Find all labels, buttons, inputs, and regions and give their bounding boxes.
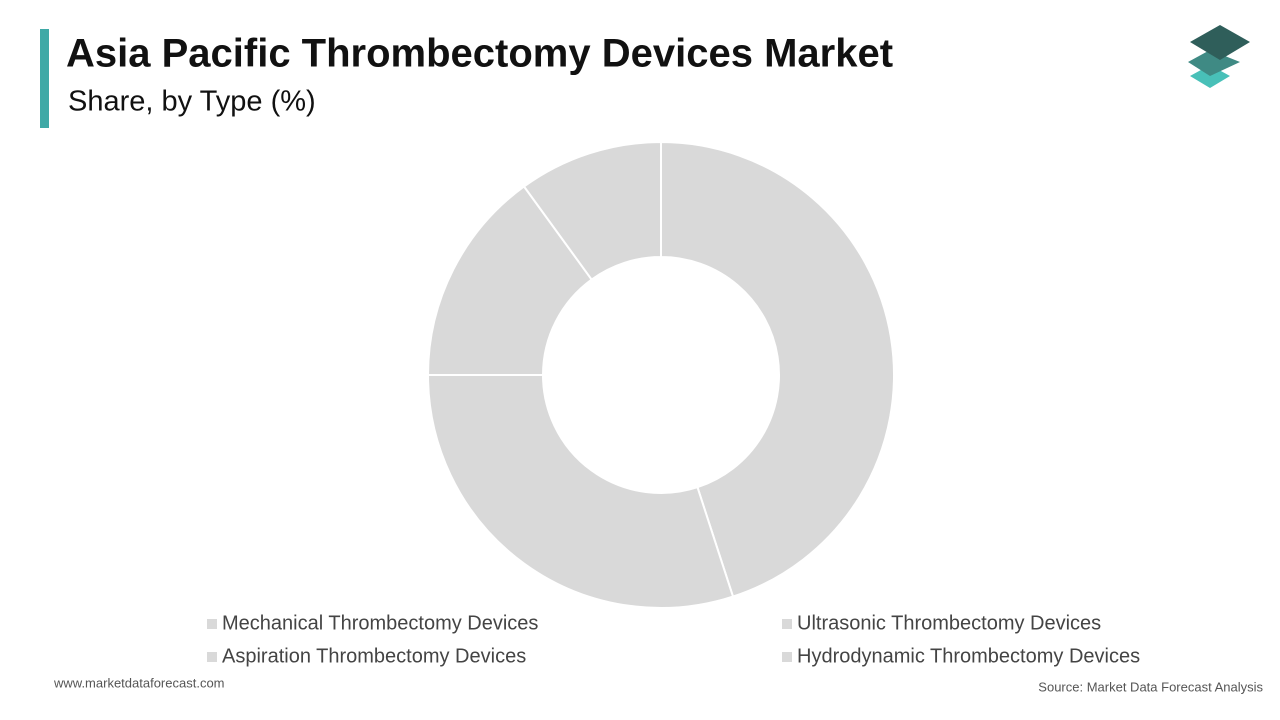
legend-swatch [782,652,792,662]
legend-label: Aspiration Thrombectomy Devices [222,645,526,667]
legend-swatch [207,619,217,629]
legend-label: Hydrodynamic Thrombectomy Devices [797,645,1140,667]
legend-label: Ultrasonic Thrombectomy Devices [797,612,1101,634]
legend-label: Mechanical Thrombectomy Devices [222,612,538,634]
source: Source: Market Data Forecast Analysis [1038,679,1263,694]
chart-subtitle: Share, by Type (%) [68,86,316,118]
website: www.marketdataforecast.com [53,675,225,690]
donut-slice [660,140,895,598]
donut-slice [426,374,735,609]
logo [1188,25,1250,88]
donut-slice [522,140,662,281]
chart-title: Asia Pacific Thrombectomy Devices Market [66,32,893,76]
donut-slice [426,185,594,376]
legend-swatch [782,619,792,629]
legend-swatch [207,652,217,662]
title-accent [40,29,49,128]
